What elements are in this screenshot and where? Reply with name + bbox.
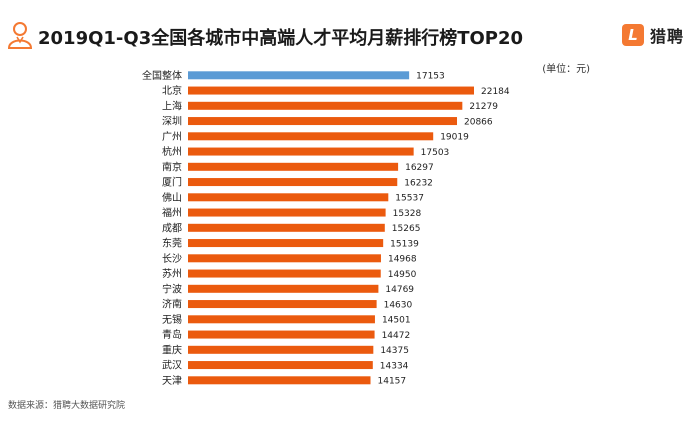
value-label: 19019 xyxy=(440,133,469,143)
bar-chart: 全国整体 17153 北京 22184 上海 21279 深圳 20866 广州 19019 杭州 1… xyxy=(142,69,510,387)
bar xyxy=(188,239,384,248)
category-label: 重庆 xyxy=(162,343,182,356)
category-label: 无锡 xyxy=(162,313,182,326)
value-label: 14769 xyxy=(385,285,414,295)
bar xyxy=(188,315,375,324)
value-label: 15265 xyxy=(392,224,421,234)
category-label: 佛山 xyxy=(162,191,182,204)
category-label: 苏州 xyxy=(162,267,182,280)
value-label: 16297 xyxy=(405,163,434,173)
category-label: 杭州 xyxy=(162,145,182,158)
category-label: 东莞 xyxy=(162,237,182,250)
category-label: 宁波 xyxy=(162,282,182,295)
value-label: 22184 xyxy=(481,87,510,97)
unit-label: (单位：元) xyxy=(542,64,590,75)
category-label: 深圳 xyxy=(162,116,182,128)
bar xyxy=(188,254,381,263)
bar xyxy=(188,269,381,278)
category-label: 北京 xyxy=(162,84,182,97)
bar xyxy=(188,71,410,80)
category-label: 福州 xyxy=(162,206,182,219)
bar xyxy=(188,86,474,95)
value-label: 16232 xyxy=(404,178,433,188)
bar xyxy=(188,223,385,232)
value-label: 17503 xyxy=(421,148,450,158)
category-label: 济南 xyxy=(162,298,182,311)
category-label: 武汉 xyxy=(162,359,182,372)
value-label: 20866 xyxy=(464,117,493,127)
value-label: 14501 xyxy=(382,316,411,326)
category-label: 广州 xyxy=(162,131,182,143)
bar xyxy=(188,284,379,293)
bar xyxy=(188,345,374,354)
category-label: 天津 xyxy=(162,375,182,387)
value-label: 14334 xyxy=(380,361,409,371)
bar xyxy=(188,147,414,156)
value-label: 17153 xyxy=(416,72,445,82)
value-label: 15537 xyxy=(395,194,424,204)
value-label: 14472 xyxy=(382,331,411,341)
value-label: 14968 xyxy=(388,255,417,265)
bar xyxy=(188,178,398,187)
category-label: 长沙 xyxy=(162,253,182,265)
category-label: 成都 xyxy=(162,222,182,234)
value-label: 15139 xyxy=(390,239,419,249)
data-source: 数据来源：猎聘大数据研究院 xyxy=(8,401,126,411)
bar xyxy=(188,376,371,385)
value-label: 15328 xyxy=(393,209,422,219)
bar xyxy=(188,101,463,110)
chart-header: 2019Q1-Q3全国各城市中高端人才平均月薪排行榜TOP20 L 猎聘 xyxy=(6,20,694,50)
bar xyxy=(188,162,399,171)
user-icon xyxy=(7,22,33,49)
category-label: 南京 xyxy=(162,160,182,173)
brand: L 猎聘 xyxy=(621,23,684,47)
value-label: 14375 xyxy=(380,346,409,356)
category-label: 全国整体 xyxy=(142,69,182,82)
brand-logo-icon: L xyxy=(621,24,644,46)
bar xyxy=(188,208,386,217)
value-label: 21279 xyxy=(469,102,498,112)
value-label: 14630 xyxy=(384,300,413,310)
bar xyxy=(188,117,458,126)
bar xyxy=(188,300,377,309)
value-label: 14157 xyxy=(378,377,407,387)
brand-name: 猎聘 xyxy=(649,27,684,46)
category-label: 上海 xyxy=(162,99,182,112)
chart-title: 2019Q1-Q3全国各城市中高端人才平均月薪排行榜TOP20 xyxy=(38,28,524,49)
bar xyxy=(188,193,389,202)
value-label: 14950 xyxy=(388,270,417,280)
bar xyxy=(188,330,375,339)
bar xyxy=(188,132,434,141)
category-label: 青岛 xyxy=(162,328,182,341)
category-label: 厦门 xyxy=(162,176,182,189)
bar xyxy=(188,361,373,370)
